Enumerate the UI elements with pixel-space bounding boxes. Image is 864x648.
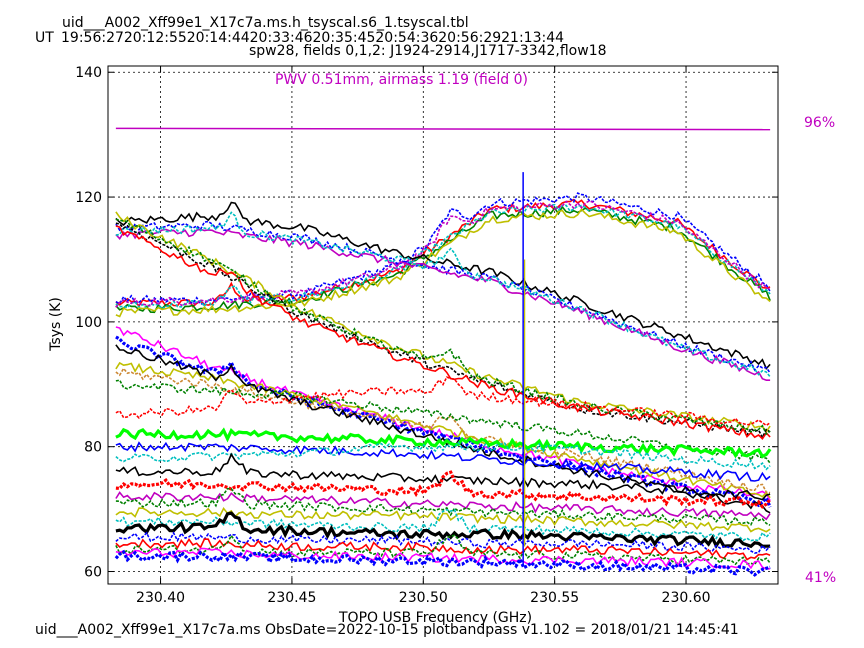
tsys-series-line (115, 198, 771, 308)
tsys-series-line (115, 361, 771, 499)
atm-transmission-curve (115, 127, 771, 131)
tsys-series-line (115, 203, 771, 310)
x-tick-label: 230.40 (136, 590, 185, 606)
tsys-series-line (115, 335, 772, 508)
tsys-series-line (115, 228, 771, 382)
tsys-series-line (115, 376, 771, 427)
tsys-series-line (115, 531, 771, 554)
y-tick-label: 140 (75, 65, 102, 81)
tsys-series-line (115, 508, 771, 542)
tsys-series-line (115, 220, 771, 374)
tsys-series-line (115, 487, 771, 526)
tsys-series-line (115, 192, 771, 305)
y-tick-label: 80 (84, 440, 102, 456)
footer-text: uid___A002_Xff99e1_X17c7a.ms ObsDate=202… (35, 622, 739, 638)
x-tick-label: 230.55 (530, 590, 579, 606)
tsys-series-line (115, 441, 771, 482)
transmission-bottom-label: 41% (805, 570, 837, 586)
tsys-series-line (115, 211, 771, 378)
tsys-series-line (115, 507, 771, 533)
tsys-series-line (115, 367, 771, 494)
ut-times: 19:56:2720:12:5520:14:4420:33:4620:35:45… (61, 30, 565, 46)
tsys-series-line (115, 225, 771, 441)
tsys-series-line (115, 218, 771, 436)
tsys-series-line (115, 534, 771, 566)
tsys-series-line (115, 200, 771, 308)
x-tick-label: 230.45 (267, 590, 316, 606)
tsys-series-line (114, 549, 771, 577)
tsys-series-line (115, 201, 771, 371)
chart-subtitle: spw28, fields 0,1,2: J1924-2914,J1717-33… (249, 43, 607, 59)
y-tick-label: 120 (75, 190, 102, 206)
pwv-annotation: PWV 0.51mm, airmass 1.19 (field 0) (275, 72, 529, 88)
y-tick-label: 60 (84, 565, 102, 581)
tsys-series-line (115, 427, 772, 459)
tsys-series-line (115, 491, 771, 521)
ut-label: UT (35, 30, 54, 46)
x-tick-label: 230.60 (662, 590, 711, 606)
tsys-series-line (115, 441, 771, 471)
plot-frame (107, 65, 779, 585)
y-tick-label: 100 (75, 315, 102, 331)
tsys-series-line (115, 344, 771, 514)
x-tick-label: 230.50 (399, 590, 448, 606)
chart-title: uid___A002_Xff99e1_X17c7a.ms.h_tsyscal.s… (62, 15, 469, 31)
transmission-top-label: 96% (804, 115, 836, 131)
x-axis-label: TOPO USB Frequency (GHz) (339, 610, 533, 626)
tsys-series-line (115, 511, 771, 549)
tsys-series-line (115, 222, 771, 440)
tsys-series-line (115, 470, 772, 509)
tsys-series-line (115, 379, 771, 464)
y-axis-label: Tsys (K) (48, 297, 64, 351)
tsys-series-line (115, 208, 771, 318)
tsys-series-line (115, 211, 771, 434)
